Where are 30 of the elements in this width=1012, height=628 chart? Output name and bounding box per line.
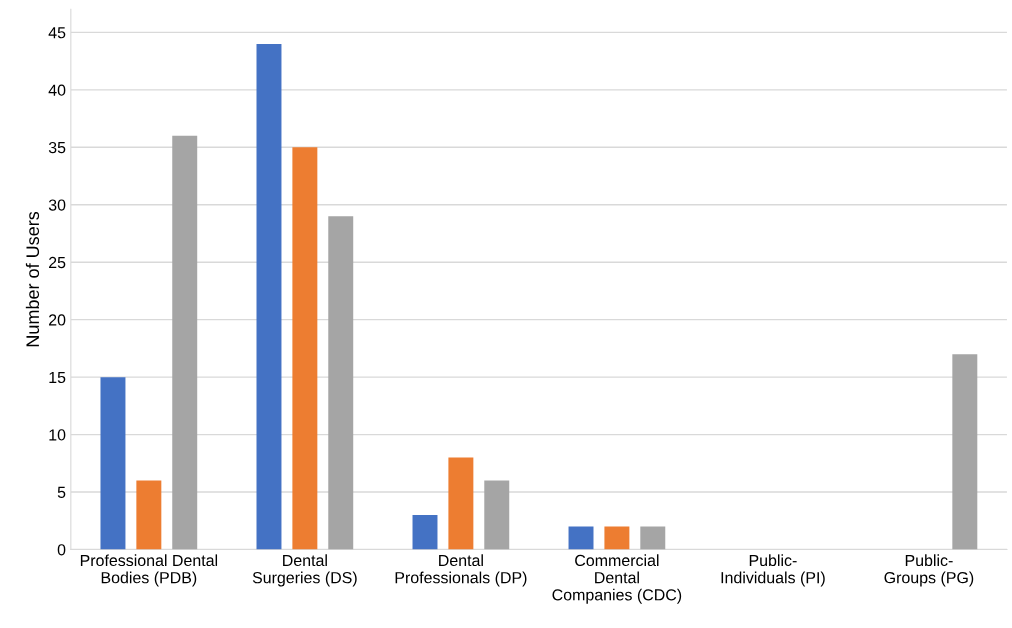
- bar: [136, 480, 162, 550]
- y-tick-label: 25: [49, 256, 66, 269]
- y-tick-label: 35: [48, 141, 66, 154]
- x-tick-label: Dental Surgeries (DS): [252, 554, 357, 587]
- x-tick-label: Public- Individuals (PI): [721, 554, 825, 587]
- x-tick-label: Dental Professionals (DP): [395, 554, 527, 587]
- bar: [484, 480, 510, 550]
- bar: [640, 526, 666, 550]
- x-tick-label: Professional Dental Bodies (PDB): [80, 554, 218, 587]
- y-tick-label: 15: [49, 371, 66, 384]
- bar: [256, 43, 282, 550]
- bar: [172, 135, 198, 550]
- y-tick-label: 10: [49, 429, 66, 441]
- y-tick-label: 40: [48, 84, 66, 96]
- x-tick-label: Public- Groups (PG): [884, 554, 974, 587]
- bar: [568, 526, 594, 550]
- y-tick-label: 45: [48, 27, 66, 39]
- bar: [952, 354, 978, 550]
- y-axis-title: Number of Users: [25, 211, 40, 347]
- y-tick-label: 0: [57, 544, 66, 556]
- y-tick-label: 5: [57, 486, 66, 498]
- y-tick-label: 30: [48, 199, 66, 211]
- bar: [412, 515, 438, 550]
- x-tick-label: Commercial Dental Companies (CDC): [552, 554, 682, 604]
- y-tick-label: 20: [49, 314, 66, 326]
- bar: [328, 216, 354, 550]
- bar: [604, 526, 630, 550]
- bar: [292, 147, 318, 550]
- bar: [448, 457, 474, 550]
- bar: [100, 377, 126, 550]
